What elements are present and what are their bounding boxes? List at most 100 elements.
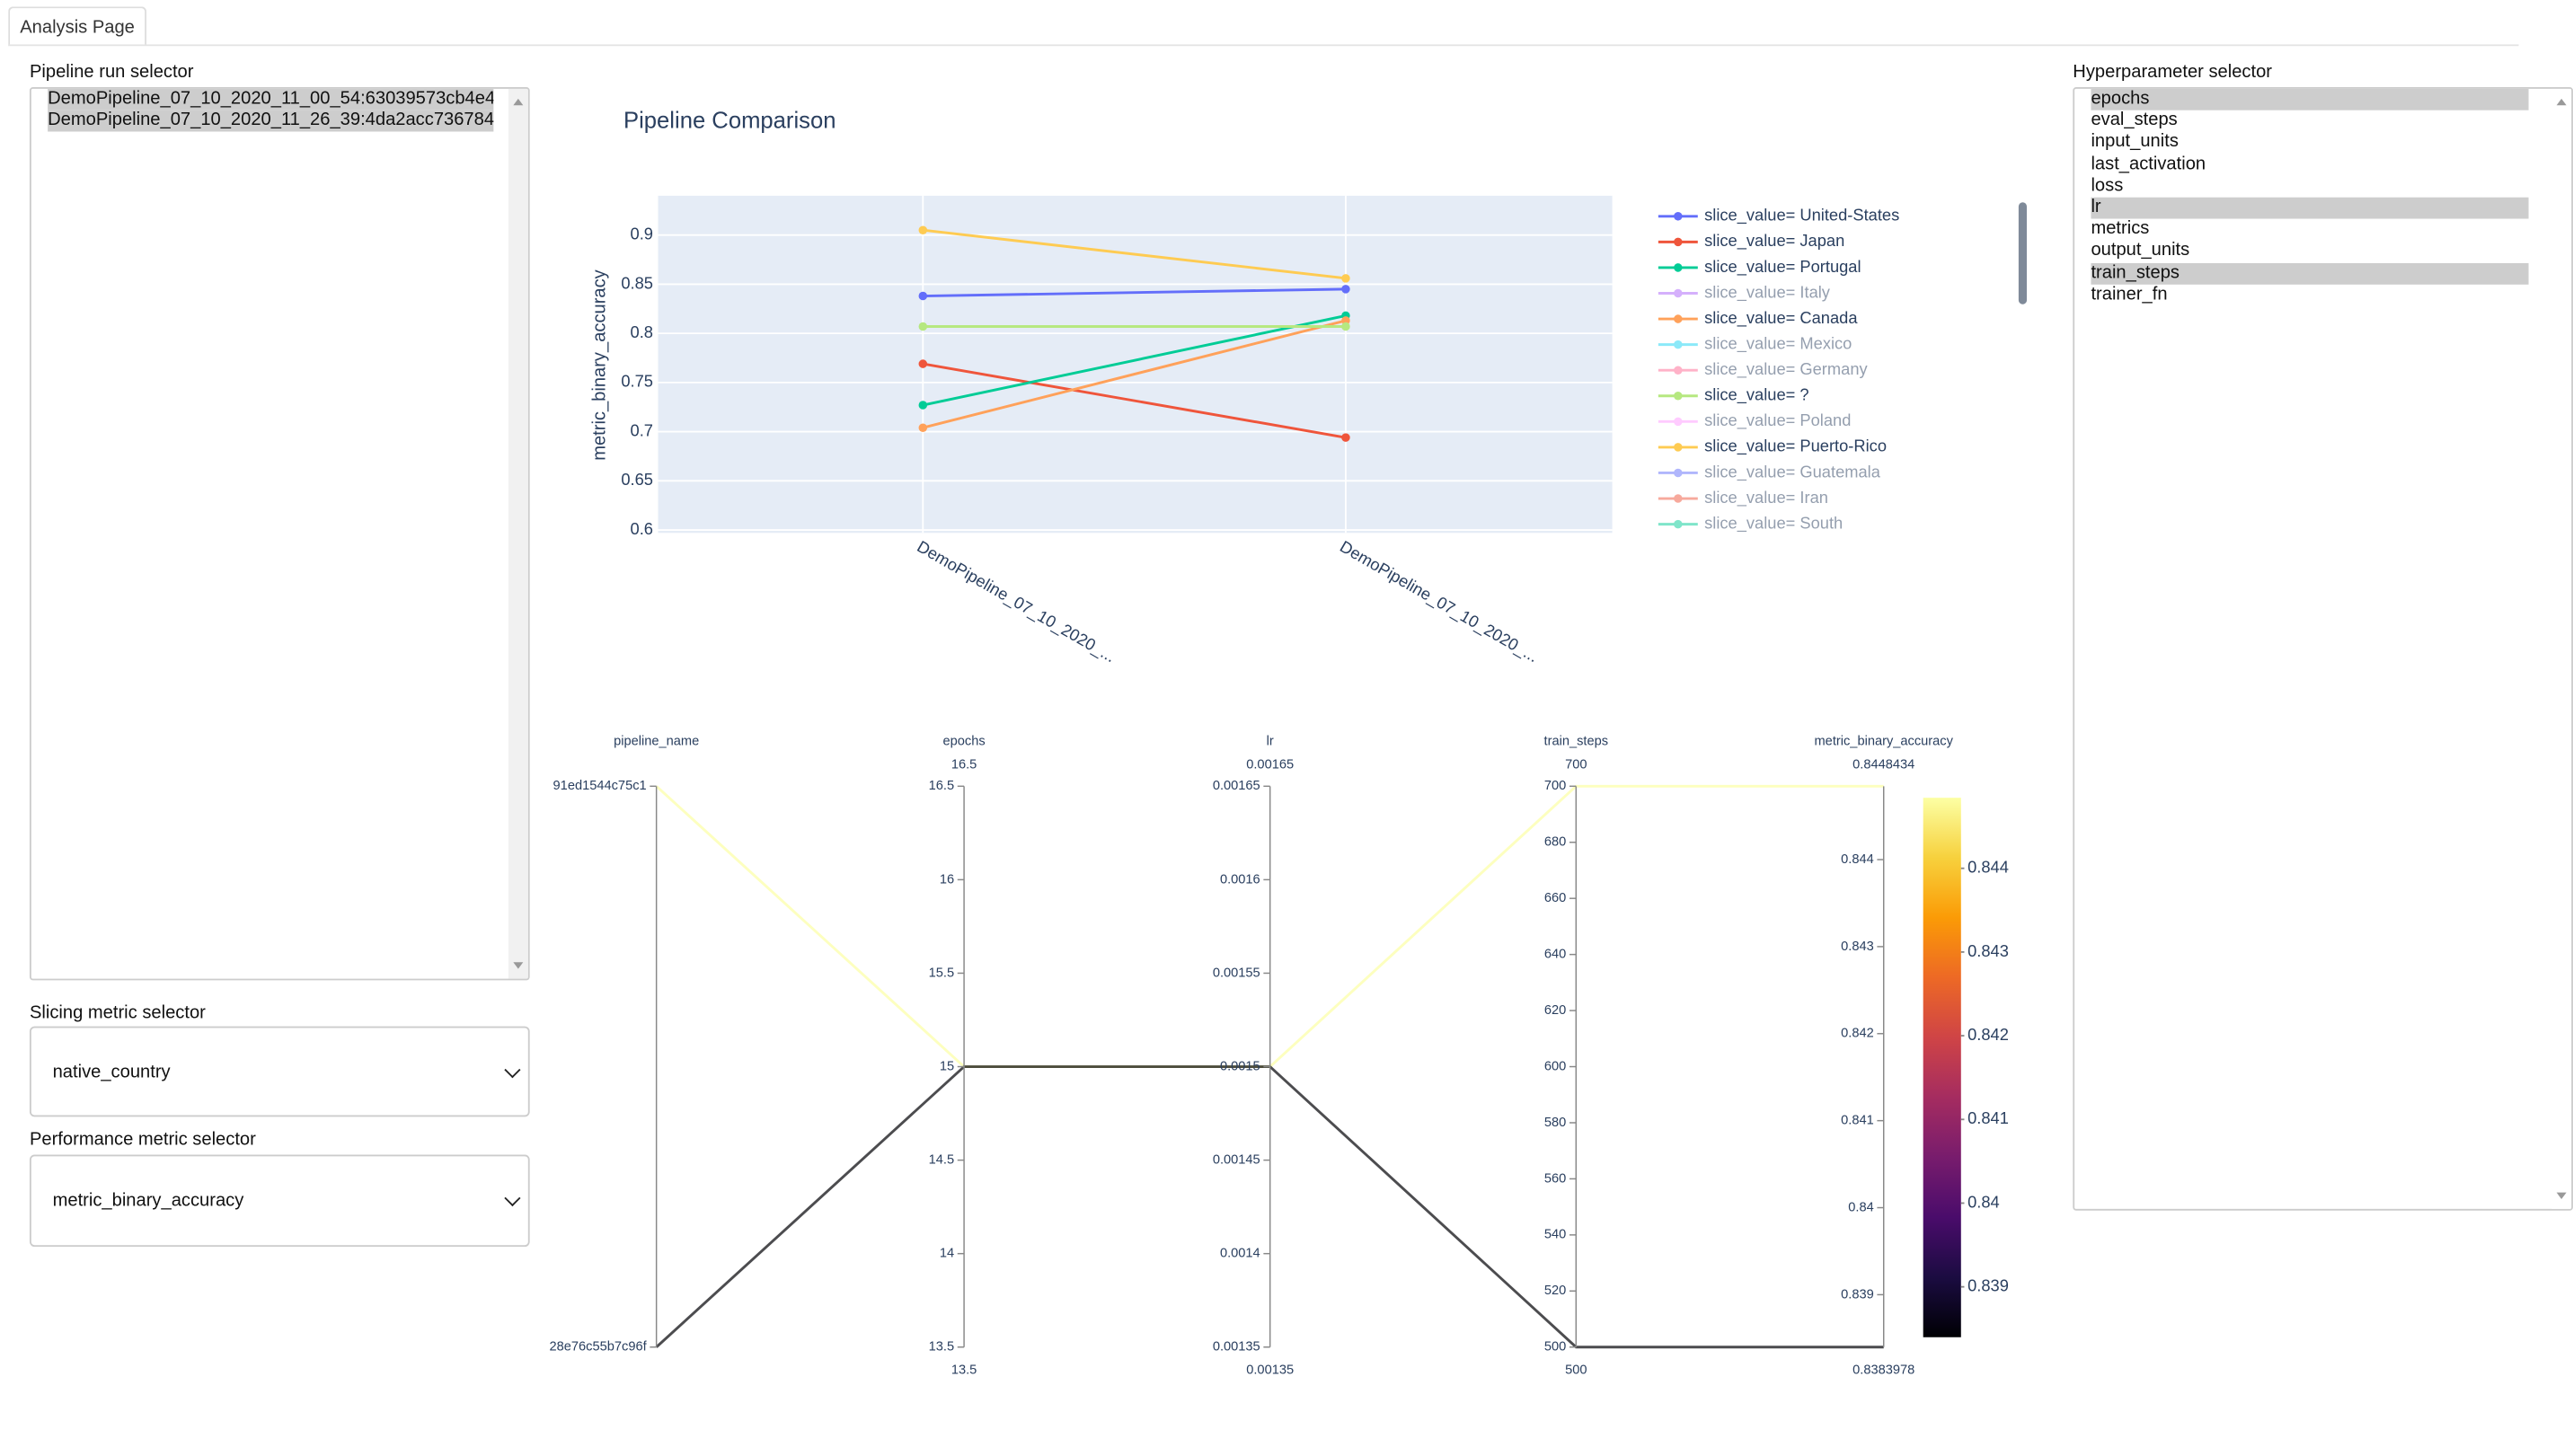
tick-label: 0.00145 xyxy=(1213,1152,1260,1167)
legend-swatch-dot xyxy=(1674,468,1683,478)
legend-label: slice_value= United-States xyxy=(1704,206,1899,225)
legend-swatch-dot xyxy=(1674,366,1683,375)
list-option[interactable]: eval_steps xyxy=(2091,110,2178,131)
legend-item[interactable]: slice_value= Poland xyxy=(1658,410,1852,430)
scrollbar[interactable] xyxy=(508,88,528,979)
range-min-label: 13.5 xyxy=(951,1363,977,1377)
legend-label: slice_value= Mexico xyxy=(1704,333,1852,353)
legend-item[interactable]: slice_value= Portugal xyxy=(1658,257,1861,277)
range-max-label: 16.5 xyxy=(951,757,977,772)
scroll-down[interactable] xyxy=(513,962,524,969)
legend-label: slice_value= Germany xyxy=(1704,359,1868,379)
legend-item[interactable]: slice_value= Japan xyxy=(1658,231,1844,251)
range-max-label: 0.8448434 xyxy=(1852,757,1914,772)
hyperparameter-selector-label: Hyperparameter selector xyxy=(2073,62,2273,83)
legend-item[interactable]: slice_value= Puerto-Rico xyxy=(1658,437,1887,456)
legend-scrollbar[interactable] xyxy=(2018,202,2028,304)
list-option[interactable]: metrics xyxy=(2091,218,2150,239)
list-option[interactable]: output_units xyxy=(2091,241,2190,261)
list-option[interactable]: input_units xyxy=(2091,132,2179,153)
tick-label: 16 xyxy=(940,872,954,887)
legend-item[interactable]: slice_value= Mexico xyxy=(1658,333,1852,353)
list-option[interactable]: loss xyxy=(2091,175,2124,196)
legend-label: slice_value= Guatemala xyxy=(1704,462,1881,481)
tick-label: 0.844 xyxy=(1841,852,1874,867)
legend-item[interactable]: slice_value= South xyxy=(1658,513,1843,533)
y-tick-label: 0.85 xyxy=(621,273,653,292)
dimension-label: epochs xyxy=(942,735,985,749)
y-tick-label: 0.6 xyxy=(631,519,653,538)
y-tick-label: 0.7 xyxy=(631,420,653,439)
performance-selector-label: Performance metric selector xyxy=(29,1130,256,1151)
range-min-label: 0.00135 xyxy=(1246,1363,1294,1377)
legend-swatch-dot xyxy=(1674,237,1683,247)
dimension-label: metric_binary_accuracy xyxy=(1815,735,1954,749)
list-option[interactable]: DemoPipeline_07_10_2020_11_00_54:6303957… xyxy=(48,88,494,110)
dropdown-value: metric_binary_accuracy xyxy=(52,1190,244,1211)
pipeline-listbox[interactable]: DemoPipeline_07_10_2020_11_26_39:4da2acc… xyxy=(29,87,530,981)
data-point xyxy=(1341,274,1350,283)
tick-label: 0.839 xyxy=(1841,1287,1874,1302)
tick-label: 0.843 xyxy=(1841,940,1874,954)
tick-label: 15 xyxy=(940,1059,954,1073)
tick-label: 500 xyxy=(1544,1340,1566,1355)
dimension-label: pipeline_name xyxy=(614,735,699,749)
tick-label: 0.0015 xyxy=(1220,1059,1260,1073)
y-axis-title: metric_binary_accuracy xyxy=(590,269,610,460)
tab[interactable]: Analysis Page xyxy=(8,6,146,45)
legend-label: slice_value= Italy xyxy=(1704,282,1831,302)
list-option[interactable]: DemoPipeline_07_10_2020_11_26_39:4da2acc… xyxy=(48,110,494,132)
data-point xyxy=(918,291,928,301)
legend-item[interactable]: slice_value= United-States xyxy=(1658,206,1899,225)
tick-label: 16.5 xyxy=(929,779,954,793)
legend-item[interactable]: slice_value= Italy xyxy=(1658,282,1831,302)
scroll-down[interactable] xyxy=(2556,1192,2567,1199)
legend-label: slice_value= Puerto-Rico xyxy=(1704,437,1887,456)
list-option[interactable]: epochs xyxy=(2091,88,2529,110)
list-option[interactable]: train_steps xyxy=(2091,262,2529,285)
colorbar-tick-label: 0.841 xyxy=(1967,1108,2009,1127)
data-point xyxy=(1341,285,1350,294)
list-option[interactable]: lr xyxy=(2091,197,2529,219)
scrollbar[interactable] xyxy=(2551,88,2572,1209)
tick-label: 620 xyxy=(1544,1003,1566,1018)
dropdown-value: native_country xyxy=(52,1062,171,1082)
tick-label: 0.00155 xyxy=(1213,966,1260,980)
data-point xyxy=(918,401,928,410)
legend-item[interactable]: slice_value= Canada xyxy=(1658,308,1858,328)
performance-dropdown[interactable]: metric_binary_accuracy xyxy=(29,1154,530,1248)
tick-label: 660 xyxy=(1544,891,1566,905)
slicing-dropdown[interactable]: native_country xyxy=(29,1026,530,1117)
data-point xyxy=(1341,433,1350,442)
tick-label: 700 xyxy=(1544,779,1566,793)
legend-swatch-dot xyxy=(1674,314,1683,323)
scroll-up[interactable] xyxy=(2556,98,2567,106)
tick-label: 520 xyxy=(1544,1284,1566,1298)
tick-label: 0.0016 xyxy=(1220,872,1260,887)
legend-item[interactable]: slice_value= ? xyxy=(1658,385,1809,405)
legend-label: slice_value= Canada xyxy=(1704,308,1858,328)
hyperparameter-listbox[interactable]: trainer_fn train_steps output_units metrics… xyxy=(2073,87,2573,1211)
tick-label: 14.5 xyxy=(929,1152,954,1167)
x-tick-label: DemoPipeline_07_10_2020_... xyxy=(1337,536,1543,666)
series-line xyxy=(922,314,1347,407)
scroll-up[interactable] xyxy=(513,98,524,106)
y-tick-label: 0.65 xyxy=(621,470,653,489)
legend-item[interactable]: slice_value= Guatemala xyxy=(1658,462,1881,481)
legend-item[interactable]: slice_value= Iran xyxy=(1658,488,1828,507)
colorbar xyxy=(1923,798,1961,1337)
tick-label: 680 xyxy=(1544,835,1566,850)
list-option[interactable]: trainer_fn xyxy=(2091,284,2168,304)
tick-label: 640 xyxy=(1544,948,1566,962)
legend-label: slice_value= Poland xyxy=(1704,410,1851,430)
tick-label: 15.5 xyxy=(929,966,954,980)
legend-item[interactable]: slice_value= Germany xyxy=(1658,359,1869,379)
colorbar-tick-label: 0.843 xyxy=(1967,941,2009,960)
list-option[interactable]: last_activation xyxy=(2091,154,2206,174)
data-point xyxy=(918,423,928,432)
legend-swatch-dot xyxy=(1674,392,1683,401)
tick-label: 0.84 xyxy=(1848,1200,1873,1214)
data-point xyxy=(918,359,928,368)
